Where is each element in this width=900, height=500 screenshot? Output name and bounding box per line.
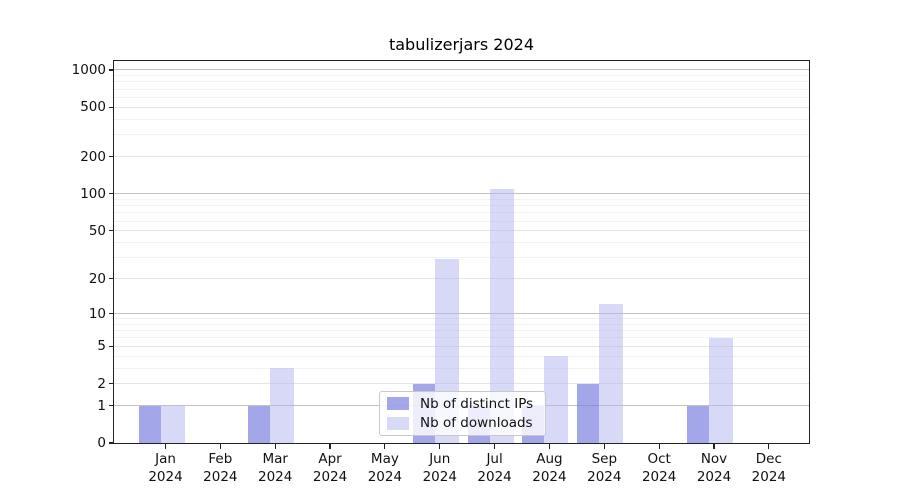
y-tick-label-0: 0: [97, 435, 106, 451]
y-tick-label-1000: 1000: [71, 61, 106, 78]
x-tick-label-aug: Aug 2024: [532, 451, 567, 485]
gridline-700: [114, 88, 809, 90]
y-tick-label-1: 1: [97, 397, 106, 414]
y-tick-label-50: 50: [88, 222, 106, 239]
y-tick-label-500: 500: [80, 99, 106, 116]
gridline-2: [114, 383, 809, 385]
x-tick-label-feb: Feb 2024: [203, 451, 238, 485]
x-tick-mark-dec: [768, 444, 770, 449]
y-tick-mark-5: [108, 345, 113, 347]
bar-downloads-mar: [270, 368, 295, 443]
y-tick-label-20: 20: [88, 270, 106, 287]
legend-swatch-distinct-ips: [387, 397, 409, 411]
legend-item-distinct-ips: Nb of distinct IPs: [387, 394, 537, 414]
gridline-40: [114, 241, 809, 243]
bar-ips-sep: [577, 383, 600, 443]
x-tick-mark-oct: [658, 444, 660, 449]
gridline-400: [114, 118, 809, 120]
gridline-10: [114, 313, 809, 314]
legend: Nb of distinct IPs Nb of downloads: [379, 391, 546, 436]
y-tick-mark-10: [108, 312, 113, 315]
x-tick-mark-may: [384, 444, 386, 449]
bar-downloads-jan: [160, 405, 185, 443]
bar-downloads-sep: [599, 304, 624, 443]
gridline-80: [114, 205, 809, 207]
gridline-60: [114, 220, 809, 222]
legend-label-distinct-ips: Nb of distinct IPs: [420, 395, 534, 412]
gridline-20: [114, 278, 809, 280]
x-tick-mark-apr: [329, 444, 331, 449]
x-tick-mark-mar: [274, 444, 276, 449]
x-tick-label-dec: Dec 2024: [751, 451, 787, 485]
x-tick-mark-nov: [713, 444, 715, 449]
gridline-1000: [114, 69, 809, 71]
bar-ips-jan: [138, 405, 161, 443]
gridline-100: [114, 193, 809, 195]
chart-title: tabulizerjars 2024: [388, 35, 535, 54]
x-tick-label-oct: Oct 2024: [641, 451, 677, 485]
y-tick-label-200: 200: [80, 148, 106, 165]
x-tick-mark-jan: [164, 444, 167, 449]
bar-ips-mar: [248, 405, 271, 443]
x-tick-mark-jun: [439, 444, 441, 449]
legend-swatch-downloads: [387, 416, 409, 430]
gridline-7: [114, 330, 809, 332]
plot-inner: [114, 61, 809, 443]
x-tick-mark-sep: [603, 444, 605, 449]
gridline-4: [114, 355, 809, 357]
x-tick-label-nov: Nov 2024: [696, 451, 732, 485]
x-tick-mark-jul: [494, 444, 496, 449]
x-tick-label-mar: Mar 2024: [258, 451, 293, 485]
x-tick-label-jul: Jul 2024: [477, 451, 512, 485]
gridline-8: [114, 323, 809, 325]
gridline-600: [114, 96, 809, 98]
y-tick-label-5: 5: [97, 338, 106, 355]
x-tick-label-apr: Apr 2024: [312, 451, 348, 485]
gridline-50: [114, 230, 809, 232]
x-tick-label-jun: Jun 2024: [422, 451, 457, 485]
x-tick-mark-feb: [219, 444, 221, 449]
bar-downloads-nov: [709, 337, 733, 443]
x-tick-mark-aug: [548, 444, 551, 449]
gridline-5: [114, 345, 809, 347]
gridline-200: [114, 156, 809, 158]
gridline-90: [114, 198, 809, 200]
gridline-500: [114, 106, 809, 108]
y-tick-mark-50: [108, 230, 113, 232]
gridline-800: [114, 81, 809, 83]
y-tick-mark-100: [108, 193, 113, 195]
x-tick-label-may: May 2024: [367, 451, 403, 485]
y-tick-label-100: 100: [80, 185, 106, 202]
y-tick-mark-1: [108, 404, 113, 407]
gridline-6: [114, 337, 809, 339]
y-tick-label-10: 10: [88, 305, 106, 322]
gridline-300: [114, 134, 809, 136]
gridline-70: [114, 212, 809, 214]
bar-ips-nov: [687, 405, 709, 443]
bar-downloads-aug: [544, 356, 569, 443]
gridline-900: [114, 75, 809, 77]
legend-label-downloads: Nb of downloads: [420, 415, 533, 432]
y-tick-mark-1000: [108, 69, 113, 71]
x-tick-label-sep: Sep 2024: [587, 451, 622, 485]
y-tick-mark-0: [108, 442, 113, 444]
y-tick-label-2: 2: [97, 375, 106, 392]
gridline-3: [114, 367, 809, 369]
gridline-9: [114, 318, 809, 320]
y-tick-mark-2: [108, 383, 113, 385]
plot-area: [113, 60, 810, 444]
y-tick-mark-200: [108, 156, 113, 158]
x-tick-label-jan: Jan 2024: [148, 451, 183, 485]
y-tick-mark-20: [108, 277, 113, 280]
legend-item-downloads: Nb of downloads: [387, 414, 537, 434]
gridline-30: [114, 257, 809, 259]
y-tick-mark-500: [108, 106, 113, 108]
